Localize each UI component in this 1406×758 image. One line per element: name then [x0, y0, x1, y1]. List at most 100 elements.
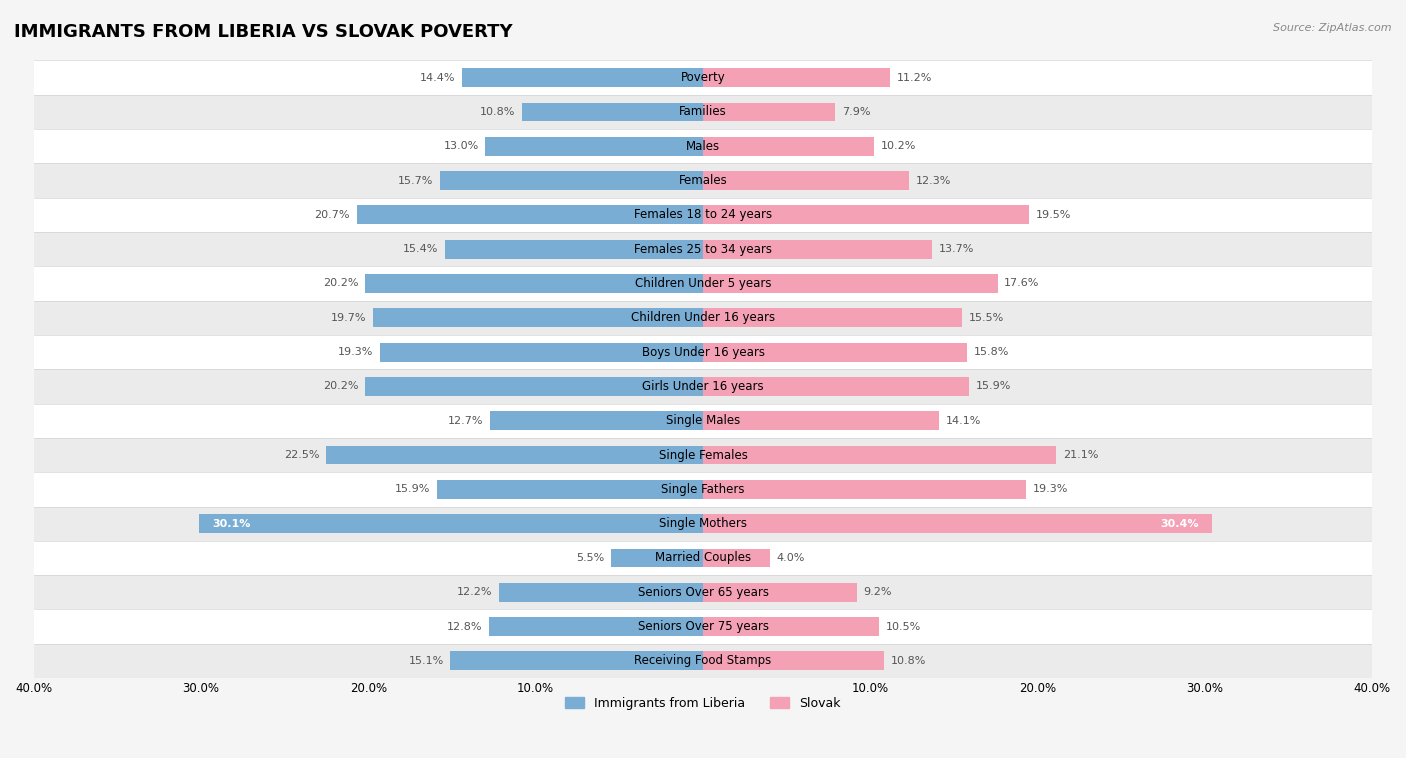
Text: 19.7%: 19.7% [330, 313, 367, 323]
Bar [703, 446, 1056, 465]
Text: 12.2%: 12.2% [457, 587, 492, 597]
Text: 15.4%: 15.4% [404, 244, 439, 254]
Text: Single Males: Single Males [666, 414, 740, 428]
Text: 21.1%: 21.1% [1063, 450, 1098, 460]
Text: Source: ZipAtlas.com: Source: ZipAtlas.com [1274, 23, 1392, 33]
Text: 15.5%: 15.5% [969, 313, 1004, 323]
Text: Females 25 to 34 years: Females 25 to 34 years [634, 243, 772, 255]
Bar [703, 412, 939, 431]
Bar [34, 266, 1372, 301]
Text: Males: Males [686, 139, 720, 153]
Text: 10.8%: 10.8% [481, 107, 516, 117]
Bar [703, 205, 1029, 224]
Text: 15.9%: 15.9% [395, 484, 430, 494]
Bar [703, 617, 879, 636]
Text: 15.1%: 15.1% [408, 656, 443, 666]
Bar [200, 514, 703, 533]
Text: 5.5%: 5.5% [576, 553, 605, 563]
Bar [612, 549, 703, 568]
Bar [34, 198, 1372, 232]
Bar [703, 583, 858, 602]
Bar [450, 651, 703, 670]
Bar [366, 274, 703, 293]
Bar [703, 480, 1026, 499]
Bar [326, 446, 703, 465]
Bar [374, 309, 703, 327]
Bar [446, 240, 703, 258]
Text: 30.1%: 30.1% [212, 518, 252, 528]
Text: Girls Under 16 years: Girls Under 16 years [643, 380, 763, 393]
Bar [703, 68, 890, 87]
Text: 20.2%: 20.2% [323, 278, 359, 289]
Bar [34, 472, 1372, 506]
Bar [34, 61, 1372, 95]
Bar [34, 95, 1372, 129]
Bar [34, 164, 1372, 198]
Bar [366, 377, 703, 396]
Text: 10.5%: 10.5% [886, 622, 921, 631]
Bar [522, 102, 703, 121]
Text: Receiving Food Stamps: Receiving Food Stamps [634, 654, 772, 667]
Text: 7.9%: 7.9% [842, 107, 870, 117]
Text: 19.5%: 19.5% [1036, 210, 1071, 220]
Bar [34, 644, 1372, 678]
Bar [703, 274, 997, 293]
Text: 4.0%: 4.0% [776, 553, 806, 563]
Bar [440, 171, 703, 190]
Text: 10.8%: 10.8% [890, 656, 925, 666]
Text: 14.4%: 14.4% [420, 73, 456, 83]
Bar [34, 403, 1372, 438]
Text: Females: Females [679, 174, 727, 187]
Bar [703, 514, 1212, 533]
Text: 19.3%: 19.3% [1032, 484, 1069, 494]
Text: 14.1%: 14.1% [946, 415, 981, 426]
Text: Seniors Over 75 years: Seniors Over 75 years [637, 620, 769, 633]
Bar [463, 68, 703, 87]
Text: Single Fathers: Single Fathers [661, 483, 745, 496]
Text: IMMIGRANTS FROM LIBERIA VS SLOVAK POVERTY: IMMIGRANTS FROM LIBERIA VS SLOVAK POVERT… [14, 23, 513, 41]
Bar [34, 301, 1372, 335]
Bar [489, 617, 703, 636]
Text: 19.3%: 19.3% [337, 347, 374, 357]
Bar [34, 575, 1372, 609]
Bar [357, 205, 703, 224]
Text: 12.7%: 12.7% [449, 415, 484, 426]
Text: Boys Under 16 years: Boys Under 16 years [641, 346, 765, 359]
Text: Single Mothers: Single Mothers [659, 517, 747, 530]
Bar [703, 343, 967, 362]
Bar [380, 343, 703, 362]
Text: Females 18 to 24 years: Females 18 to 24 years [634, 208, 772, 221]
Bar [34, 369, 1372, 403]
Text: 12.3%: 12.3% [915, 176, 950, 186]
Bar [703, 309, 963, 327]
Bar [34, 129, 1372, 164]
Text: 22.5%: 22.5% [284, 450, 319, 460]
Text: 13.7%: 13.7% [939, 244, 974, 254]
Bar [703, 549, 770, 568]
Bar [703, 171, 908, 190]
Bar [499, 583, 703, 602]
Text: 15.8%: 15.8% [974, 347, 1010, 357]
Legend: Immigrants from Liberia, Slovak: Immigrants from Liberia, Slovak [561, 692, 845, 715]
Text: 10.2%: 10.2% [880, 141, 915, 152]
Text: 11.2%: 11.2% [897, 73, 932, 83]
Bar [34, 438, 1372, 472]
Text: 9.2%: 9.2% [863, 587, 893, 597]
Text: 30.4%: 30.4% [1160, 518, 1198, 528]
Text: Families: Families [679, 105, 727, 118]
Bar [703, 102, 835, 121]
Bar [437, 480, 703, 499]
Text: Children Under 16 years: Children Under 16 years [631, 312, 775, 324]
Text: 15.7%: 15.7% [398, 176, 433, 186]
Bar [703, 377, 969, 396]
Bar [491, 412, 703, 431]
Bar [703, 651, 884, 670]
Text: 17.6%: 17.6% [1004, 278, 1039, 289]
Text: Seniors Over 65 years: Seniors Over 65 years [637, 586, 769, 599]
Text: 15.9%: 15.9% [976, 381, 1011, 391]
Text: Single Females: Single Females [658, 449, 748, 462]
Text: Poverty: Poverty [681, 71, 725, 84]
Bar [34, 609, 1372, 644]
Bar [703, 137, 873, 155]
Text: 13.0%: 13.0% [443, 141, 478, 152]
